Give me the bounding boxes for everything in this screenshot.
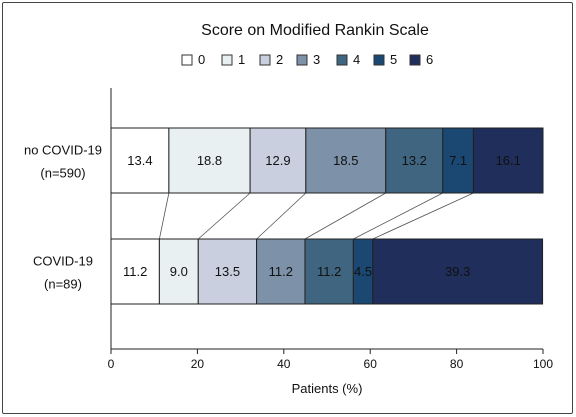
x-axis: 0 20 40 60 80 100: [108, 88, 553, 371]
legend-label-1: 1: [238, 52, 245, 67]
x-tick-label-80: 80: [450, 357, 464, 371]
bar-label-r0-s0: 13.4: [127, 153, 152, 168]
x-tick-label-60: 60: [364, 357, 378, 371]
category-labels: no COVID-19 (n=590) COVID-19 (n=89): [24, 143, 102, 292]
legend: 0 1 2 3 4 5 6: [181, 52, 433, 67]
bar-segment-r0-s0: [110, 127, 170, 194]
bar-segment-r1-s1: [158, 238, 199, 305]
legend-swatch-3: [296, 54, 308, 66]
x-axis-label: Patients (%): [292, 381, 363, 396]
bars: 13.4 18.8 12.9 18.5 13.2 7.1 16.1 11.2 9.0 13.5 11…: [110, 127, 544, 305]
legend-swatch-4: [336, 54, 348, 66]
bar-segment-r1-s6: [372, 238, 544, 305]
legend-swatch-2: [259, 54, 271, 66]
bar-label-r1-s1: 9.0: [170, 264, 188, 279]
legend-label-0: 0: [198, 52, 205, 67]
legend-label-3: 3: [313, 52, 320, 67]
connector-line-4: [304, 192, 386, 240]
x-tick-label-0: 0: [108, 357, 115, 371]
bar-label-r1-s3: 11.2: [269, 264, 293, 279]
bar-label-r1-s5: 4.5: [354, 264, 372, 279]
bar-label-r0-s1: 18.8: [197, 153, 222, 168]
bar-segment-r0-s1: [168, 127, 251, 194]
category-label-1: COVID-19: [33, 254, 93, 269]
bar-label-r0-s3: 18.5: [333, 153, 358, 168]
legend-label-2: 2: [276, 52, 283, 67]
category-sublabel-1: (n=89): [44, 277, 82, 292]
connector-line-2: [197, 192, 251, 240]
bar-label-r1-s6: 39.3: [445, 264, 470, 279]
bar-label-r1-s2: 13.5: [215, 264, 240, 279]
legend-swatch-1: [221, 54, 233, 66]
bar-segment-r0-s4: [385, 127, 444, 194]
connector-line-3: [256, 192, 307, 240]
bar-label-r0-s4: 13.2: [402, 153, 427, 168]
connector-line-6: [372, 192, 474, 240]
connector-lines: [158, 192, 474, 240]
bar-label-r0-s2: 12.9: [265, 153, 290, 168]
chart-frame: [2, 2, 573, 414]
legend-label-5: 5: [390, 52, 397, 67]
category-label-0: no COVID-19: [24, 143, 102, 158]
chart-title: Score on Modified Rankin Scale: [201, 22, 429, 39]
x-tick-label-20: 20: [191, 357, 205, 371]
legend-label-6: 6: [426, 52, 433, 67]
bar-label-r1-s4: 11.2: [317, 264, 341, 279]
connector-line-5: [353, 192, 443, 240]
bar-label-r1-s0: 11.2: [123, 264, 147, 279]
category-sublabel-0: (n=590): [40, 166, 85, 181]
bar-segment-r1-s4: [304, 238, 354, 305]
connector-line-1: [158, 192, 170, 240]
legend-swatch-5: [373, 54, 385, 66]
x-tick-label-40: 40: [277, 357, 291, 371]
bar-segment-r1-s3: [256, 238, 306, 305]
bar-label-r0-s6: 16.1: [496, 153, 521, 168]
legend-swatch-0: [181, 54, 193, 66]
bar-segment-r0-s5: [442, 127, 474, 194]
legend-label-4: 4: [353, 52, 360, 67]
bar-segment-r0-s3: [305, 127, 387, 194]
x-tick-label-100: 100: [533, 357, 553, 371]
bar-segment-r0-s6: [472, 127, 544, 194]
bar-label-r0-s5: 7.1: [449, 153, 467, 168]
legend-swatch-6: [409, 54, 421, 66]
